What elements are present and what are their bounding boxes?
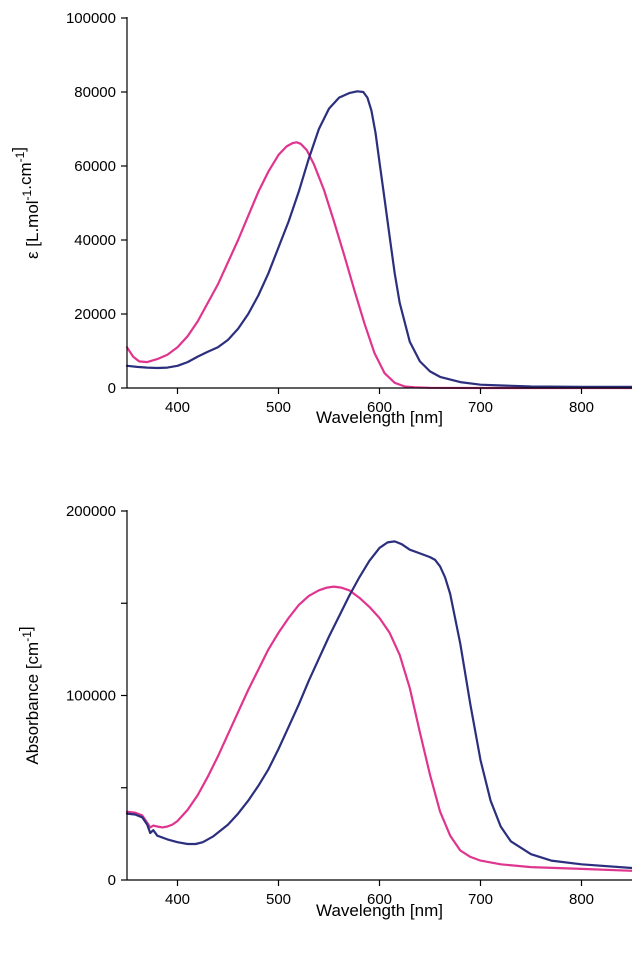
x-tick-label: 800 <box>569 891 594 908</box>
y-tick-label: 80000 <box>74 84 116 101</box>
y-tick-label: 200000 <box>66 503 116 520</box>
y-tick-label: 0 <box>108 872 116 889</box>
y-tick-label: 100000 <box>66 10 116 27</box>
x-axis-title: Wavelength [nm] <box>316 408 443 427</box>
series-line-0 <box>125 585 632 872</box>
x-tick-label: 600 <box>367 891 392 908</box>
x-tick-label: 700 <box>468 891 493 908</box>
x-tick-label: 500 <box>266 891 291 908</box>
y-tick-label: 0 <box>108 380 116 397</box>
y-tick-label: 20000 <box>74 306 116 323</box>
series-line-1 <box>125 540 632 870</box>
x-tick-label: 400 <box>165 891 190 908</box>
x-tick-label: 500 <box>266 399 291 416</box>
y-tick-label: 40000 <box>74 232 116 249</box>
x-axis-title: Wavelength [nm] <box>316 901 443 920</box>
y-axis-title: ε [L.mol-1.cm-1] <box>9 147 42 259</box>
absorbance-chart: 400 500 600 700 800 0 100000 200000 Wavelength [… <box>16 503 632 920</box>
y-tick-label: 100000 <box>66 688 116 705</box>
series-line-0 <box>125 141 632 390</box>
y-tick-label: 60000 <box>74 158 116 175</box>
series-line-1 <box>125 90 632 388</box>
y-axis-title: Absorbance [cm-1] <box>16 626 42 764</box>
x-tick-label: 800 <box>569 399 594 416</box>
x-tick-label: 600 <box>367 399 392 416</box>
x-tick-label: 700 <box>468 399 493 416</box>
extinction-coefficient-chart: 400 500 600 700 800 0 20000 40000 60000 80000 1000… <box>9 10 632 427</box>
x-tick-label: 400 <box>165 399 190 416</box>
